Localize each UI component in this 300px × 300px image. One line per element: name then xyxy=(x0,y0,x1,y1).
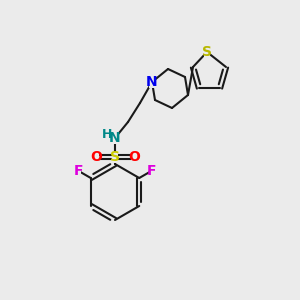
Text: H: H xyxy=(102,128,112,142)
Bar xyxy=(112,152,118,163)
Text: O: O xyxy=(128,150,140,164)
Text: S: S xyxy=(110,150,120,164)
Bar xyxy=(148,166,154,176)
Text: O: O xyxy=(90,150,102,164)
Bar xyxy=(204,46,210,58)
Text: F: F xyxy=(74,164,83,178)
Text: N: N xyxy=(109,131,121,145)
Bar xyxy=(104,130,110,140)
Text: S: S xyxy=(202,45,212,59)
Text: F: F xyxy=(147,164,156,178)
Bar xyxy=(131,152,137,163)
Text: N: N xyxy=(146,75,158,89)
Bar xyxy=(93,152,99,163)
Bar xyxy=(149,76,155,88)
Bar xyxy=(76,166,81,176)
Bar xyxy=(112,133,118,143)
